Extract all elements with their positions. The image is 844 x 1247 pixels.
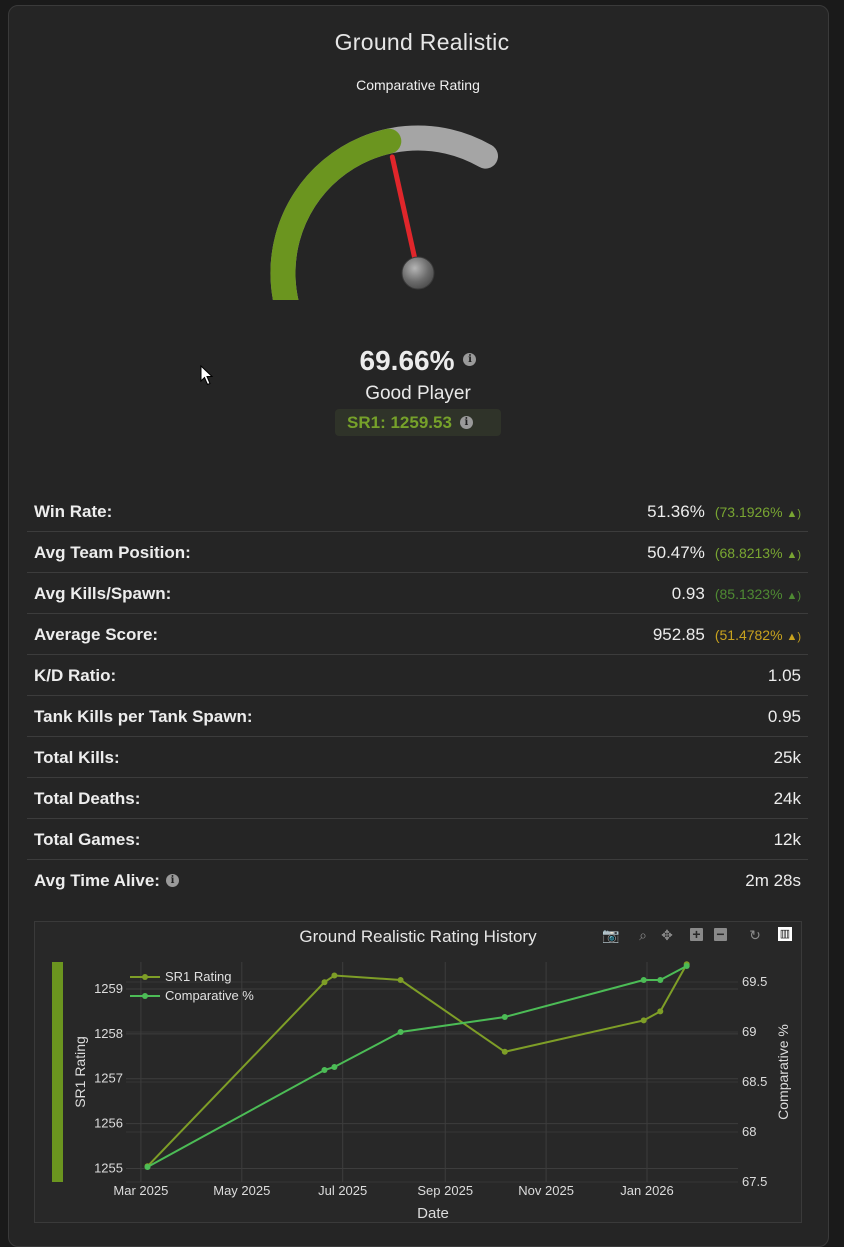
stats-table: Win Rate: 51.36% (73.1926% ▲) Avg Team Posi… — [27, 491, 808, 901]
stat-row: Tank Kills per Tank Spawn: 0.95 — [27, 696, 808, 737]
stat-label: K/D Ratio: — [34, 666, 116, 686]
stat-percentile: (51.4782% ▲) — [715, 627, 801, 643]
trend-up-icon: ▲) — [786, 631, 801, 643]
trend-up-icon: ▲) — [786, 508, 801, 520]
stat-row: Avg Time Alive: i 2m 28s — [27, 860, 808, 901]
sr1-badge: SR1: 1259.53 i — [335, 409, 501, 436]
plotly-logo-icon[interactable]: ▥ — [778, 927, 792, 941]
stat-percentile-value: (51.4782% — [714, 627, 787, 643]
stat-value: 50.47% — [647, 543, 705, 562]
stat-value: 12k — [773, 830, 801, 849]
stat-percentile-value: (68.8213% — [714, 545, 787, 561]
stat-label-text: Tank Kills per Tank Spawn: — [34, 707, 253, 726]
stat-label-text: Average Score: — [34, 625, 159, 644]
stat-label-text: Total Deaths: — [34, 789, 141, 808]
stat-row: Average Score: 952.85 (51.4782% ▲) — [27, 614, 808, 655]
stat-label: Total Deaths: — [34, 789, 140, 809]
stat-value-group: 12k — [774, 830, 801, 850]
gauge-track — [270, 125, 498, 300]
stat-row: Total Games: 12k — [27, 819, 808, 860]
stat-label-text: K/D Ratio: — [34, 666, 117, 685]
stat-value-group: 24k — [774, 789, 801, 809]
stat-row: Total Deaths: 24k — [27, 778, 808, 819]
stat-value: 51.36% — [647, 502, 705, 521]
trend-up-icon: ▲) — [786, 590, 801, 602]
rating-gauge — [270, 125, 498, 300]
page-title: Ground Realistic — [334, 29, 510, 55]
zoom-out-icon[interactable]: − — [714, 927, 727, 941]
stat-label: Total Games: — [34, 830, 140, 850]
reset-icon[interactable]: ↻ — [749, 927, 761, 943]
stat-percentile-value: (73.1926% — [714, 504, 787, 520]
gauge-subtitle: Comparative Rating — [356, 77, 480, 93]
stat-value-group: 25k — [774, 748, 801, 768]
stat-label: Total Kills: — [34, 748, 120, 768]
trend-up-icon: ▲) — [786, 549, 801, 561]
stat-label: Average Score: — [34, 625, 158, 645]
stat-percentile: (68.8213% ▲) — [715, 545, 801, 561]
stat-label-text: Win Rate: — [34, 502, 113, 521]
mouse-cursor-icon — [200, 365, 214, 386]
stat-label: Avg Team Position: — [34, 543, 191, 563]
gauge-hub — [401, 256, 435, 290]
pan-icon[interactable]: ✥ — [661, 927, 673, 943]
stat-label-text: Avg Time Alive: — [34, 871, 160, 890]
stat-percentile: (85.1323% ▲) — [715, 586, 801, 602]
info-icon[interactable]: i — [459, 415, 473, 429]
stat-label: Win Rate: — [34, 502, 112, 522]
stat-value-group: 50.47% (68.8213% ▲) — [647, 543, 801, 563]
sr1-value: SR1: 1259.53 — [347, 413, 452, 432]
stat-value-group: 2m 28s — [745, 871, 801, 891]
stat-percentile-value: (85.1323% — [714, 586, 787, 602]
zoom-in-icon[interactable]: + — [690, 927, 703, 941]
info-icon[interactable]: i — [165, 874, 179, 888]
stat-row: Avg Team Position: 50.47% (68.8213% ▲) — [27, 532, 808, 573]
stat-row: Avg Kills/Spawn: 0.93 (85.1323% ▲) — [27, 573, 808, 614]
stat-row: K/D Ratio: 1.05 — [27, 655, 808, 696]
player-rank-label: Good Player — [365, 383, 471, 404]
stat-value: 1.05 — [767, 666, 801, 685]
stat-value: 25k — [773, 748, 801, 767]
stat-value: 24k — [773, 789, 801, 808]
stat-label-text: Total Kills: — [34, 748, 120, 767]
stat-value: 2m 28s — [745, 871, 801, 890]
stat-label: Avg Time Alive: i — [34, 871, 179, 891]
stat-label-text: Avg Team Position: — [34, 543, 191, 562]
info-icon[interactable]: i — [463, 352, 477, 366]
stat-value-group: 0.93 (85.1323% ▲) — [672, 584, 801, 604]
rating-percentage: 69.66% — [359, 345, 455, 376]
rating-percentage-row: 69.66% i — [0, 345, 836, 377]
stat-value: 0.93 — [671, 584, 705, 603]
camera-icon[interactable]: 📷 — [602, 927, 620, 943]
stat-value: 952.85 — [652, 625, 705, 644]
stat-label-text: Total Games: — [34, 830, 141, 849]
stat-row: Win Rate: 51.36% (73.1926% ▲) — [27, 491, 808, 532]
stat-row: Total Kills: 25k — [27, 737, 808, 778]
zoom-icon[interactable]: ⌕ — [639, 927, 647, 943]
stat-value-group: 1.05 — [768, 666, 801, 686]
gauge-needle — [389, 154, 421, 276]
stat-label-text: Avg Kills/Spawn: — [34, 584, 172, 603]
stat-percentile: (73.1926% ▲) — [715, 504, 801, 520]
stat-value-group: 51.36% (73.1926% ▲) — [647, 502, 801, 522]
stat-value-group: 0.95 — [768, 707, 801, 727]
rating-history-chart-frame — [34, 921, 802, 1223]
stat-label: Avg Kills/Spawn: — [34, 584, 171, 604]
stat-label: Tank Kills per Tank Spawn: — [34, 707, 253, 727]
stat-value-group: 952.85 (51.4782% ▲) — [653, 625, 801, 645]
gauge-fill — [270, 128, 402, 300]
stat-value: 0.95 — [767, 707, 801, 726]
